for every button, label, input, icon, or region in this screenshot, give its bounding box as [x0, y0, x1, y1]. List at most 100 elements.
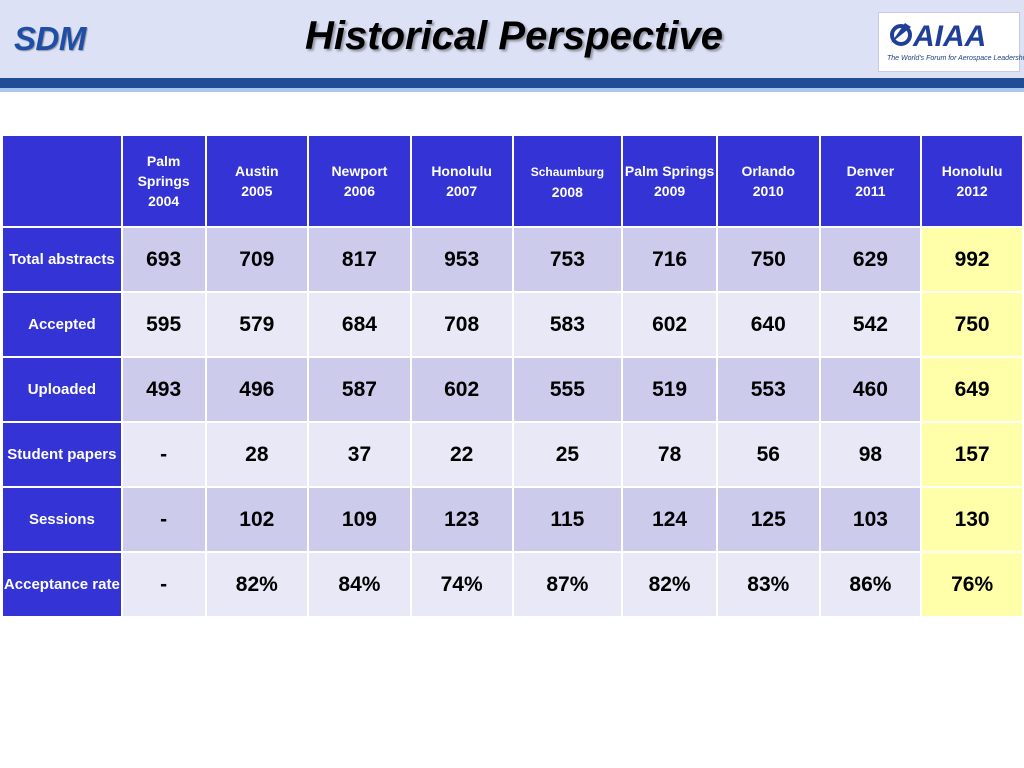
column-location: Palm Springs: [624, 163, 715, 179]
row-label: Sessions: [1, 486, 123, 553]
table-cell: 25: [511, 421, 624, 488]
brand-label: SDM: [14, 20, 86, 57]
column-location: Honolulu: [941, 163, 1003, 179]
row-label: Accepted: [1, 291, 123, 358]
table-cell: 542: [818, 291, 923, 358]
column-year: 2008: [551, 183, 583, 200]
table-cell: 553: [715, 356, 821, 423]
table-cell: 750: [715, 226, 821, 293]
column-header: Newport 2006: [307, 134, 412, 228]
table-cell: 125: [715, 486, 821, 553]
table-cell: 86%: [818, 551, 923, 618]
table-row: Acceptance rate -82% 84% 74% 87% 82% 83% 86% 76%: [1, 551, 1024, 618]
logo-wordmark: AIAA: [912, 20, 986, 53]
page-title: Historical Perspective: [305, 14, 723, 58]
aiaa-logo: AIAA The World's Forum for Aerospace Lea…: [878, 12, 1024, 72]
table-cell: 693: [120, 226, 207, 293]
column-header: Denver 2011: [818, 134, 923, 228]
table-cell: -: [120, 551, 207, 618]
table-cell: 602: [621, 291, 718, 358]
table-cell: 555: [511, 356, 624, 423]
column-header: Palm Springs 2004: [120, 134, 207, 228]
column-year: 2006: [343, 183, 376, 199]
table-cell: 587: [307, 356, 412, 423]
column-header: Schaumburg 2008: [511, 134, 624, 228]
header-rule-light: [0, 88, 1024, 92]
table-cell: 130: [920, 486, 1024, 553]
table-cell: 684: [307, 291, 412, 358]
table-cell: 84%: [307, 551, 412, 618]
table-cell: 78: [621, 421, 718, 488]
table-cell: 595: [120, 291, 207, 358]
table-cell: 28: [204, 421, 310, 488]
table-cell: 750: [920, 291, 1024, 358]
table-cell: 753: [511, 226, 624, 293]
row-label: Total abstracts: [1, 226, 123, 293]
column-location: Austin: [235, 163, 279, 179]
table-cell: 493: [120, 356, 207, 423]
column-year: 2004: [148, 193, 180, 209]
aiaa-logo-icon: AIAA: [890, 20, 986, 53]
column-header: Honolulu 2007: [409, 134, 514, 228]
table-cell: 583: [511, 291, 624, 358]
header-rule: [0, 78, 1024, 88]
table-cell: 709: [204, 226, 310, 293]
table-cell: 519: [621, 356, 718, 423]
table-cell: 37: [307, 421, 412, 488]
column-year: 2005: [241, 183, 273, 199]
logo-tagline: The World's Forum for Aerospace Leadersh…: [887, 55, 1024, 62]
column-year: 2011: [855, 183, 886, 199]
column-location: Honolulu: [431, 163, 492, 179]
column-header: Orlando 2010: [715, 134, 821, 228]
header-row: Palm Springs 2004 Austin 2005 Newport 2006 Hon…: [1, 134, 1024, 228]
table-cell: 649: [920, 356, 1024, 423]
corner-cell: [1, 134, 123, 228]
table-cell: 74%: [409, 551, 514, 618]
column-year: 2009: [654, 183, 686, 199]
table-cell: 109: [307, 486, 412, 553]
table-cell: 460: [818, 356, 923, 423]
table-cell: -: [120, 421, 207, 488]
column-location: Newport: [331, 163, 388, 179]
table-cell: 98: [818, 421, 923, 488]
table-row: Student papers -28 37 22 25 78 56 98 157: [1, 421, 1024, 488]
table-cell: 640: [715, 291, 821, 358]
column-location: Palm Springs: [137, 153, 190, 189]
table-cell: 496: [204, 356, 310, 423]
column-location: Denver: [846, 163, 895, 179]
table-cell: 602: [409, 356, 514, 423]
table-cell: 82%: [204, 551, 310, 618]
column-header: Palm Springs 2009: [621, 134, 718, 228]
row-label: Uploaded: [1, 356, 123, 423]
header-band: [0, 0, 1024, 78]
table-cell: 716: [621, 226, 718, 293]
table-cell: 87%: [511, 551, 624, 618]
table-row: Total abstracts 693 709 817 953 753 716 750 629 9…: [1, 226, 1024, 293]
column-header: Honolulu 2012: [920, 134, 1024, 228]
table-cell: 629: [818, 226, 923, 293]
column-year: 2010: [752, 183, 784, 199]
table-cell: 123: [409, 486, 514, 553]
table-cell: 102: [204, 486, 310, 553]
row-label: Student papers: [1, 421, 123, 488]
historical-table: Palm Springs 2004 Austin 2005 Newport 2006 Hon…: [1, 134, 1024, 618]
table-cell: -: [120, 486, 207, 553]
table-cell: 817: [307, 226, 412, 293]
table-row: Uploaded 493 496 587 602 555 519 553 460 649: [1, 356, 1024, 423]
table-cell: 83%: [715, 551, 821, 618]
table-row: Accepted 595 579 684 708 583 602 640 542 750: [1, 291, 1024, 358]
column-location: Schaumburg: [530, 164, 605, 179]
table-cell: 22: [409, 421, 514, 488]
table-cell: 103: [818, 486, 923, 553]
column-header: Austin 2005: [204, 134, 310, 228]
table-cell: 115: [511, 486, 624, 553]
table-cell: 708: [409, 291, 514, 358]
table-cell: 82%: [621, 551, 718, 618]
row-label: Acceptance rate: [1, 551, 123, 618]
table-cell: 992: [920, 226, 1024, 293]
table-cell: 157: [920, 421, 1024, 488]
column-year: 2012: [956, 183, 988, 199]
table-cell: 579: [204, 291, 310, 358]
column-location: Orlando: [741, 163, 796, 179]
table-row: Sessions -102 109 123 115 124 125 103 130: [1, 486, 1024, 553]
